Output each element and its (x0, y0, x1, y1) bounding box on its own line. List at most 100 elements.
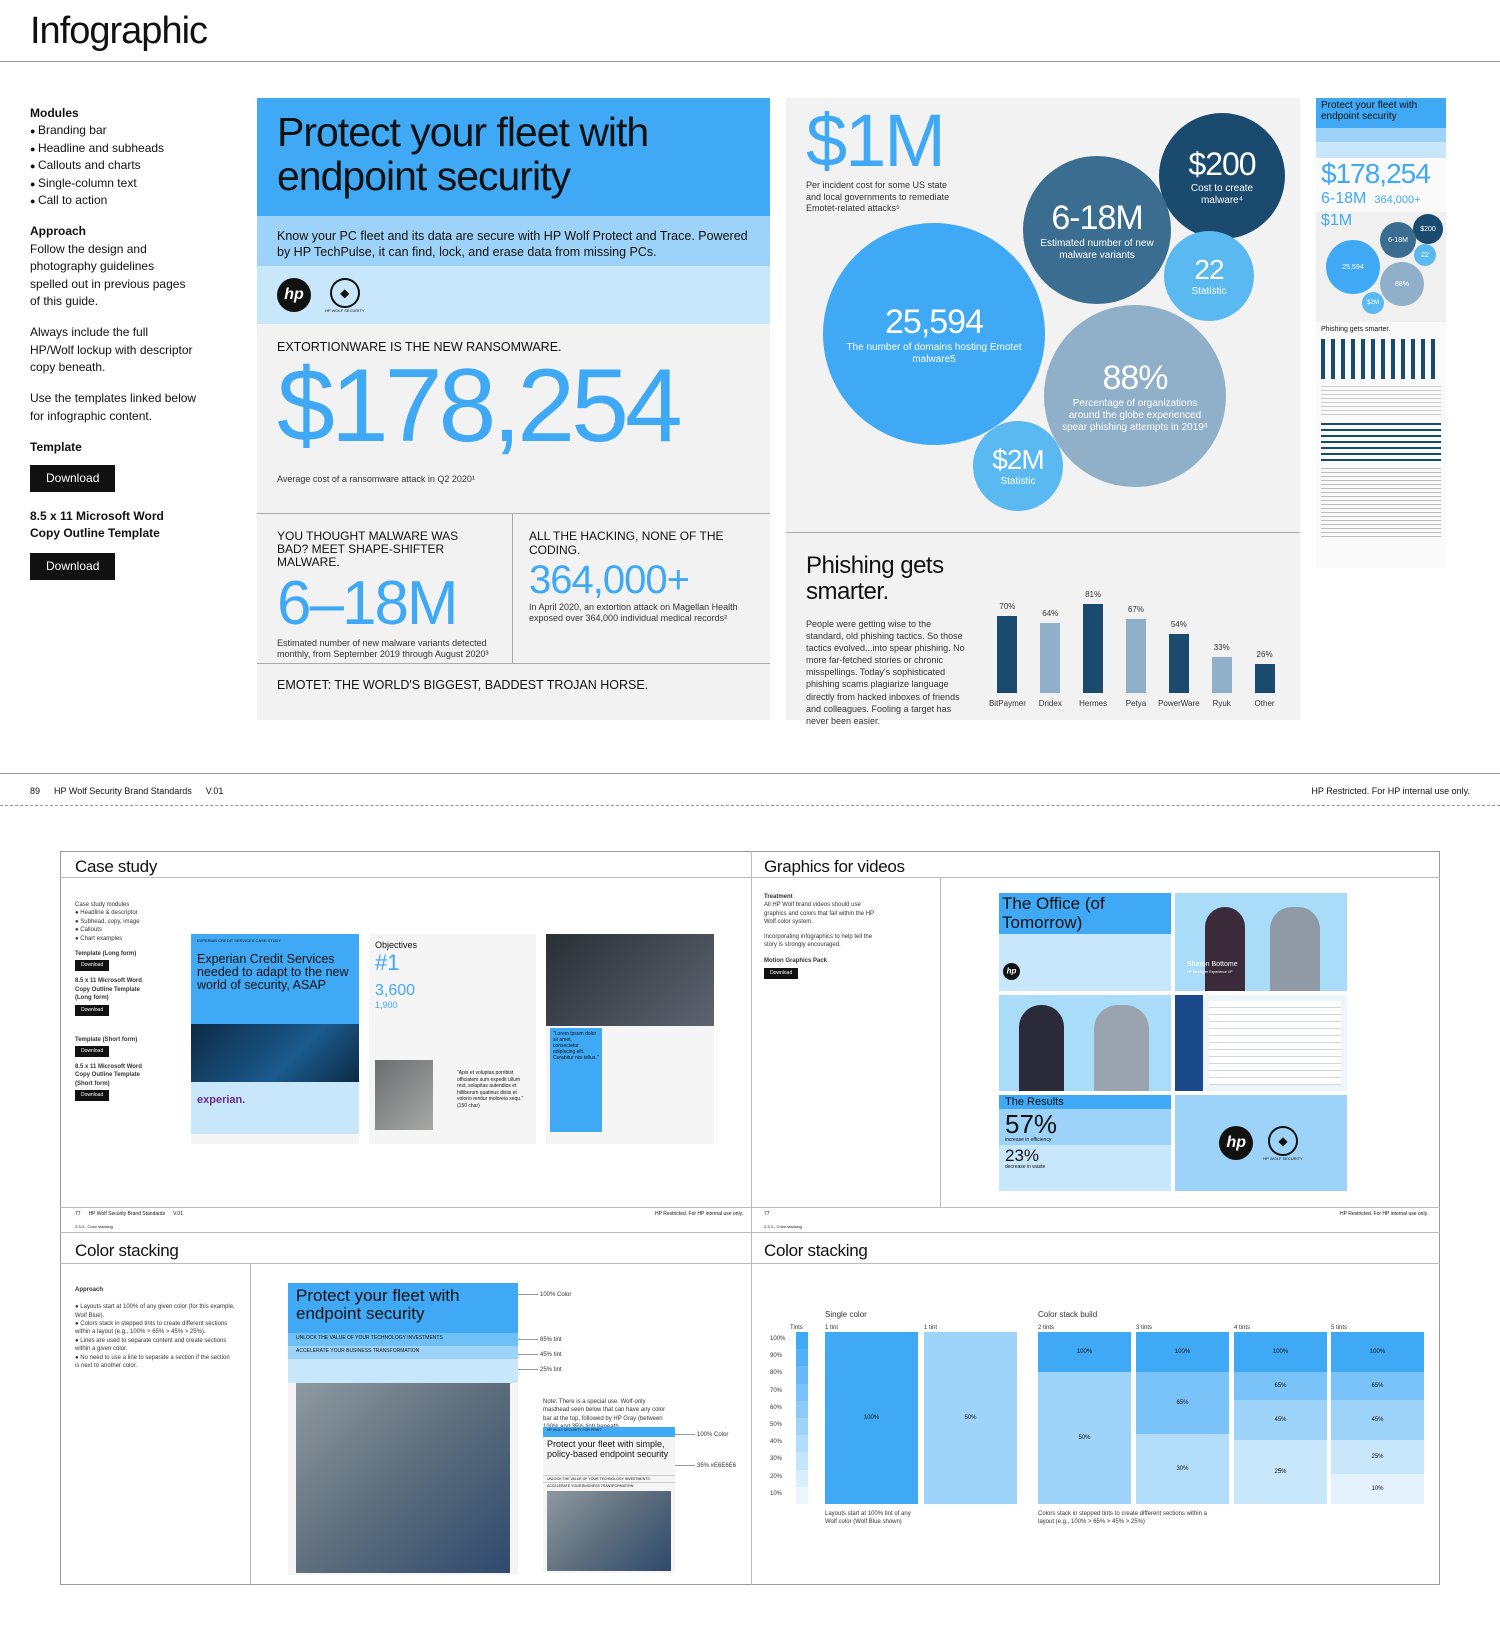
download-button[interactable]: Download (75, 1045, 110, 1057)
video-office-title: The Office (of Tomorrow) (999, 893, 1171, 935)
modules-heading: Modules (30, 106, 79, 120)
stack-cell: 100% (1234, 1332, 1327, 1372)
chart-category-label: Other (1254, 699, 1275, 708)
case-header: EXPERIAN CREDIT SERVICES CASE STUDY (197, 938, 282, 943)
tint-swatch (796, 1366, 808, 1384)
stack-cell: 100% (1331, 1332, 1424, 1372)
download-button[interactable]: Download (75, 960, 110, 972)
stack-cell: 65% (1136, 1372, 1229, 1434)
results-caption: decrease in waste (1005, 1164, 1046, 1170)
tint-swatch (796, 1383, 808, 1401)
stack-build-label: Color stack build (1038, 1310, 1098, 1319)
column-label: 4 tints (1234, 1325, 1251, 1331)
thumb-bubble: 22 (1414, 244, 1436, 266)
videos-title: Graphics for videos (764, 857, 905, 876)
single-color-label: Single color (825, 1310, 867, 1319)
wolf-descriptor: HP WOLF SECURITY (1263, 1155, 1303, 1161)
column-50: 50% (924, 1332, 1017, 1504)
small-line: ACCELERATE YOUR BUSINESS TRANSFORMATION (543, 1482, 675, 1489)
small-photo (547, 1491, 671, 1571)
column-label: 1 tint (924, 1325, 938, 1331)
approach-text: ● Layouts start at 100% of any given col… (75, 1304, 235, 1369)
stack-cell: 65% (1331, 1372, 1424, 1400)
bubble-caption: Statistic (1191, 286, 1227, 297)
tint-scale: 100% 90% 80% 70% 60% 50% 40% 30% 20% 10% (770, 1332, 808, 1504)
thumb-value: 364,000+ (1374, 194, 1421, 206)
video-frame-people (999, 995, 1171, 1091)
infographic-right: $1M Per incident cost for some US state … (786, 98, 1300, 726)
video-frame-interview: Sharon Bottome HP Employee Experience VP (1175, 893, 1347, 991)
download-button[interactable]: Download (764, 967, 799, 979)
case-objectives: Objectives (375, 940, 418, 950)
mini-brand: HP Wolf Security Brand Standards (88, 1211, 166, 1217)
stacking-approach: Approach ● Layouts start at 100% of any … (75, 1278, 235, 1379)
malware-label: YOU THOUGHT MALWARE WAS BAD? MEET SHAPE-… (277, 529, 459, 570)
bubble-caption: Percentage of organizations around the g… (1062, 397, 1208, 433)
case-word-short: 8.5 x 11 Microsoft Word Copy Outline Tem… (75, 1063, 142, 1087)
chart-value-label: 26% (1256, 650, 1273, 660)
bubble-2m: $2M Statistic (973, 421, 1063, 511)
incorporate-text: Incorporating infographics to help tell … (764, 933, 873, 948)
download-button[interactable]: Download (30, 552, 116, 581)
column-label: 2 tints (1038, 1325, 1055, 1331)
case-page-3: "Lorem ipsum dolor sit amet, consectetur… (546, 934, 714, 1144)
download-button[interactable]: Download (75, 1004, 110, 1016)
tint-label: 70% (770, 1387, 783, 1394)
tint-label: 80% (770, 1370, 783, 1377)
mini-footer: 77 HP Wolf Security Brand Standards V.01 (75, 1211, 183, 1217)
bubble-200: $200 Cost to create malware⁴ (1159, 113, 1285, 239)
chart-bar (997, 616, 1018, 693)
bubble-caption: Statistic (1000, 476, 1036, 487)
column-100: 100% (825, 1332, 918, 1504)
color-stacking-title: Color stacking (764, 1241, 868, 1260)
case-headline: Experian Credit Services needed to adapt… (197, 952, 349, 993)
sidebar: Modules Branding bar Headline and subhea… (30, 105, 230, 590)
case-photo (546, 934, 714, 1026)
stack-example-small: HP WOLF SECURITY FOR PRINT Protect your … (543, 1427, 675, 1573)
tint-swatch (796, 1332, 808, 1350)
stack-cell: 10% (1331, 1474, 1424, 1504)
thumb-bubble: 88% (1380, 262, 1424, 306)
case-stat: 1,900 (375, 1000, 398, 1010)
module-item: Callouts and charts (30, 157, 230, 174)
bubble-22: 22 Statistic (1164, 231, 1254, 321)
bubble-25594: 25,594 The number of domains hosting Emo… (823, 223, 1045, 445)
chart-category-label: Ryuk (1212, 699, 1231, 708)
mini-restricted: HP Restricted. For HP internal use only. (655, 1211, 744, 1217)
chart-bar (1083, 603, 1104, 693)
motion-pack-heading: Motion Graphics Pack (764, 958, 828, 965)
tint-label: 30% (770, 1456, 783, 1463)
tint-label: 100% (770, 1336, 786, 1342)
download-button[interactable]: Download (75, 1090, 110, 1102)
module-item: Single-column text (30, 175, 230, 192)
bubble-value: 6-18M (1051, 198, 1143, 237)
case-photo (191, 1024, 359, 1082)
case-study-notes: Case study modules ● Headline & descript… (75, 902, 140, 942)
results-stat: 57% (1005, 1109, 1058, 1139)
bubble-value: $200 (1188, 145, 1256, 182)
thumb-phishing: Phishing gets smarter. (1321, 326, 1391, 333)
word-template-heading: 8.5 x 11 Microsoft Word Copy Outline Tem… (30, 509, 164, 541)
chart-category-label: BitPaymer (988, 699, 1026, 708)
build-caption: Colors stack in stepped tints to create … (1038, 1511, 1207, 1526)
phishing-title: Phishing gets smarter. (806, 552, 944, 606)
download-button[interactable]: Download (30, 464, 116, 493)
treatment-text: All HP Wolf brand videos should use grap… (764, 902, 874, 926)
tint-swatch (796, 1435, 808, 1453)
logo-lockup: hp ◆ HP WOLF SECURITY (257, 266, 770, 324)
stack-example: Protect your fleet with endpoint securit… (288, 1283, 518, 1575)
tints-label: Tints (790, 1325, 803, 1331)
page-footer: 89 HP Wolf Security Brand Standards V.01 (30, 786, 223, 796)
chart-category-label: PowerWare (1158, 699, 1200, 708)
stack-4-tints: 100% 65% 45% 25% (1234, 1332, 1327, 1504)
bubble-value: 25,594 (885, 302, 984, 341)
results-caption: increase in efficiency (1005, 1137, 1052, 1143)
bubble-caption: The number of domains hosting Emotet mal… (846, 341, 1022, 365)
hp-logo: hp (1219, 1126, 1254, 1160)
tint-annotation: 45% tint (540, 1352, 562, 1358)
tint-annotation: 100% Color (540, 1292, 572, 1298)
chart-value-label: 33% (1213, 642, 1230, 652)
page-number: 89 (30, 786, 41, 796)
case-quote: "Apis et voluptas porribist officiatem s… (457, 1070, 524, 1109)
tint-swatch (796, 1469, 808, 1487)
